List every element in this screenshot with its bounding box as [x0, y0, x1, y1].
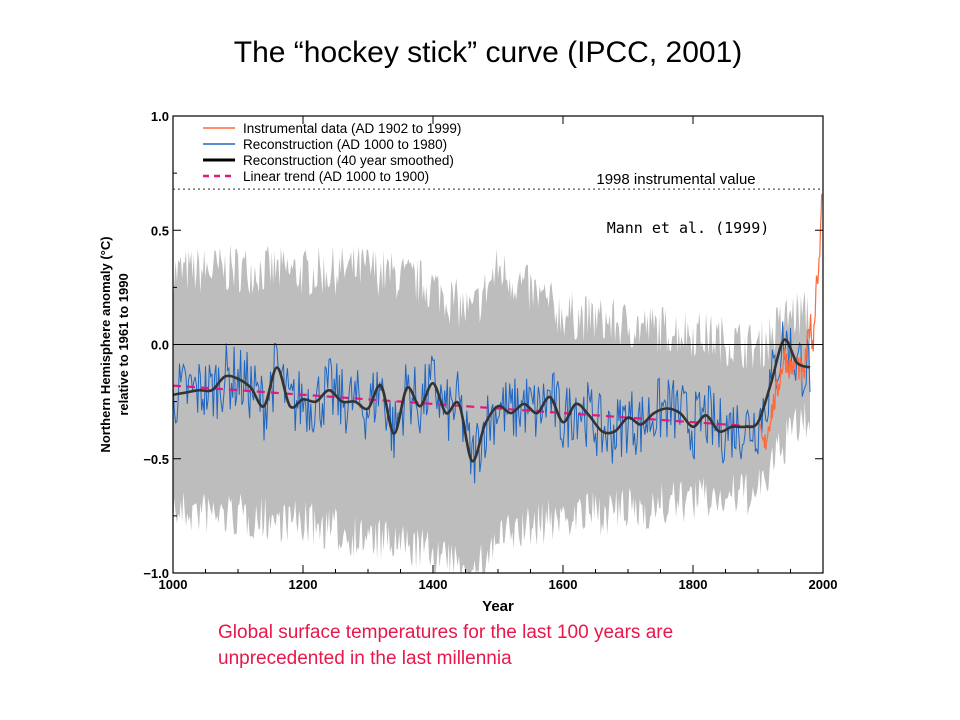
x-tick-label: 1800: [679, 577, 708, 592]
y-axis-label-line-2: relative to 1961 to 1990: [116, 273, 131, 415]
legend-layer: Instrumental data (AD 1902 to 1999)Recon…: [203, 121, 461, 184]
smoothed-reconstruction-line: [172, 338, 811, 463]
legend-label: Linear trend (AD 1000 to 1900): [243, 169, 429, 184]
smoothed-layer: [172, 338, 811, 463]
legend-label: Reconstruction (AD 1000 to 1980): [243, 137, 447, 152]
reference-label: 1998 instrumental value: [596, 171, 755, 188]
axes-layer: 1000 1200 1400 1600 1800 2000 1.0 0.5 0.0 −0.5 −1.…: [143, 109, 837, 592]
y-tick-label: −0.5: [143, 452, 169, 467]
legend-label: Instrumental data (AD 1902 to 1999): [243, 121, 461, 136]
y-axis-label-line-1: Northern Hemisphere anomaly (°C): [98, 236, 113, 452]
reference-label-bg: [583, 169, 769, 188]
x-tick-label: 1200: [289, 577, 318, 592]
x-tick-label: 2000: [809, 577, 838, 592]
caption-line-2: unprecedented in the last millennia: [218, 648, 512, 669]
label-layer: Year Northern Hemisphere anomaly (°C) rela…: [98, 219, 769, 615]
y-tick-label: 0.0: [151, 338, 169, 353]
source-annotation: Mann et al. (1999): [607, 219, 770, 237]
legend-label: Reconstruction (40 year smoothed): [243, 153, 454, 168]
instrumental-line: [758, 193, 823, 450]
hockey-stick-chart: 1998 instrumental value 1000 1200 1400 1600…: [90, 100, 850, 620]
y-tick-label: −1.0: [143, 566, 169, 581]
x-tick-label: 1600: [549, 577, 578, 592]
y-tick-label: 0.5: [151, 223, 169, 238]
slide-title: The “hockey stick” curve (IPCC, 2001): [233, 36, 743, 69]
x-axis-label: Year: [482, 598, 514, 615]
caption-line-1: Global surface temperatures for the last…: [218, 622, 674, 643]
x-tick-label: 1000: [159, 577, 188, 592]
caption: Global surface temperatures for the last…: [218, 620, 858, 672]
reference-layer: 1998 instrumental value: [173, 169, 823, 345]
y-tick-label: 1.0: [151, 109, 169, 124]
x-tick-label: 1400: [419, 577, 448, 592]
chart-svg: 1998 instrumental value 1000 1200 1400 1600…: [98, 109, 837, 615]
instrumental-layer: [758, 193, 823, 450]
